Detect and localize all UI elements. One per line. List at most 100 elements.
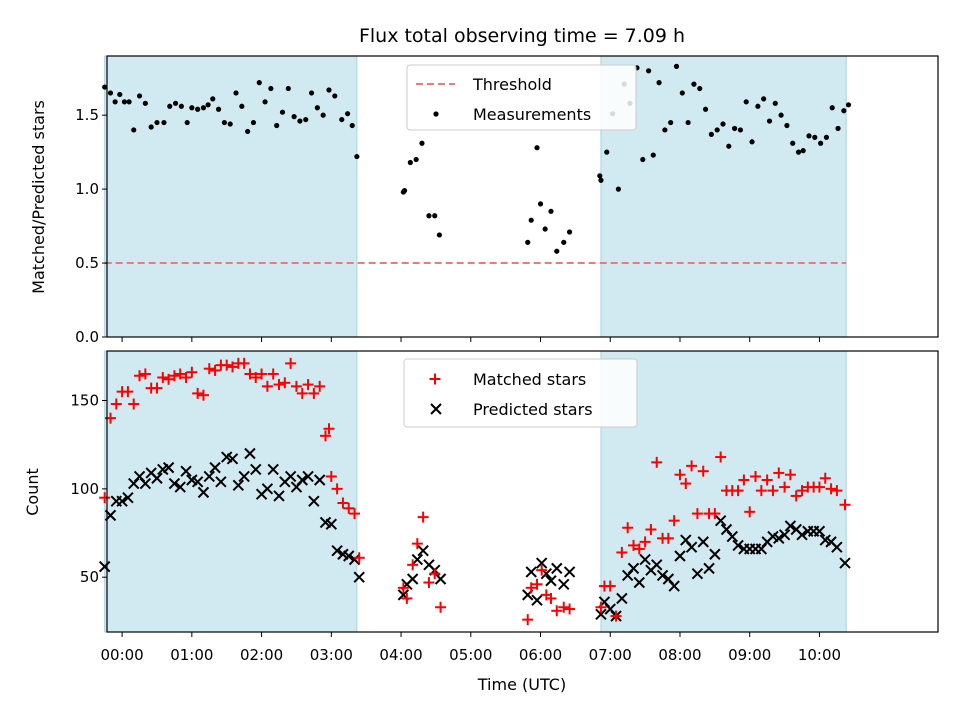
matched-star-marker bbox=[209, 364, 221, 376]
predicted-star-marker bbox=[813, 525, 826, 537]
matched-star-marker bbox=[668, 515, 680, 527]
measurement-point bbox=[262, 99, 268, 105]
measurement-point bbox=[537, 201, 544, 207]
matched-star-marker bbox=[732, 485, 744, 497]
top-panel: 0.0 0.5 1.0 1.5 Matched/Predicted stars Thr… bbox=[29, 55, 939, 346]
predicted-star-marker bbox=[209, 461, 221, 474]
measurement-point bbox=[766, 118, 773, 124]
marker-stroke bbox=[221, 451, 233, 463]
matched-star-marker bbox=[686, 460, 698, 472]
matched-star-marker bbox=[429, 568, 441, 580]
measurement-point bbox=[615, 186, 621, 192]
matched-star-marker bbox=[238, 357, 250, 369]
predicted-star-marker bbox=[697, 536, 709, 548]
measurement-point bbox=[790, 140, 796, 146]
y-tick-label: 1.5 bbox=[75, 106, 99, 124]
predicted-star-marker bbox=[831, 541, 843, 553]
predicted-star-marker bbox=[545, 575, 557, 587]
measurement-point bbox=[256, 80, 262, 86]
measurement-point bbox=[432, 213, 438, 219]
measurement-point bbox=[818, 140, 824, 146]
marker-stroke bbox=[651, 559, 663, 571]
threshold-legend-label: Threshold bbox=[472, 75, 552, 94]
x-tick-label: 02:00 bbox=[240, 646, 283, 664]
matched-star-marker bbox=[285, 357, 297, 369]
measurement-point bbox=[528, 217, 534, 223]
marker-stroke bbox=[308, 495, 320, 507]
marker-stroke bbox=[726, 530, 738, 543]
matched-star-marker bbox=[256, 368, 268, 380]
matched-star-marker bbox=[604, 580, 616, 592]
predicted-star-marker bbox=[430, 403, 442, 415]
matched-star-marker bbox=[325, 470, 337, 482]
matched-star-marker bbox=[279, 377, 291, 389]
measurement-point bbox=[320, 112, 326, 118]
predicted-star-marker bbox=[616, 592, 628, 605]
matched-star-marker bbox=[796, 485, 808, 497]
measurement-point bbox=[354, 153, 360, 160]
matched-star-marker bbox=[290, 380, 302, 392]
measurement-point bbox=[210, 96, 216, 102]
matched-legend-label: Matched stars bbox=[473, 370, 586, 389]
predicted-star-marker bbox=[732, 539, 744, 552]
marker-stroke bbox=[162, 461, 175, 474]
predicted-star-marker bbox=[139, 477, 152, 490]
measurement-point bbox=[419, 140, 425, 146]
predicted-star-marker bbox=[525, 566, 537, 578]
marker-stroke bbox=[773, 532, 785, 545]
predicted-star-marker bbox=[685, 541, 698, 553]
matched-star-marker bbox=[564, 603, 576, 615]
marker-stroke bbox=[595, 608, 607, 621]
matched-star-marker bbox=[551, 605, 563, 617]
matched-star-marker bbox=[174, 368, 186, 380]
marker-stroke bbox=[325, 518, 338, 530]
marker-stroke bbox=[714, 514, 727, 527]
matched-star-marker bbox=[197, 389, 209, 401]
measurement-point bbox=[107, 90, 114, 96]
predicted-star-marker bbox=[180, 465, 192, 477]
measurement-point bbox=[279, 109, 286, 115]
measurement-point bbox=[708, 131, 714, 137]
measurement-point bbox=[726, 143, 732, 149]
matched-star-marker bbox=[337, 497, 349, 509]
predicted-star-marker bbox=[406, 573, 419, 585]
marker-stroke bbox=[720, 523, 733, 536]
predicted-star-marker bbox=[535, 557, 548, 569]
matched-star-marker bbox=[192, 387, 204, 399]
marker-stroke bbox=[551, 562, 563, 575]
measurement-point bbox=[668, 119, 674, 126]
matched-star-marker bbox=[819, 472, 831, 484]
x-tick-label: 04:00 bbox=[379, 646, 422, 664]
predicted-star-marker bbox=[691, 567, 704, 580]
matched-star-marker bbox=[168, 370, 180, 382]
measurement-point bbox=[749, 139, 755, 145]
matched-star-marker bbox=[595, 601, 607, 613]
measurement-point bbox=[784, 122, 790, 129]
measurement-point bbox=[845, 102, 852, 108]
matched-star-marker bbox=[738, 474, 750, 486]
matched-star-marker bbox=[522, 614, 534, 626]
matched-star-marker bbox=[610, 610, 622, 622]
measurement-point bbox=[542, 226, 548, 232]
matched-star-marker bbox=[227, 361, 239, 373]
measurement-point bbox=[161, 119, 167, 126]
measurement-point bbox=[167, 103, 173, 109]
predicted-star-marker bbox=[353, 571, 365, 583]
measurement-point bbox=[800, 148, 806, 154]
matched-star-marker bbox=[761, 474, 773, 486]
marker-stroke bbox=[434, 573, 447, 585]
matched-star-marker bbox=[157, 372, 169, 384]
marker-stroke bbox=[319, 516, 332, 529]
matched-star-marker bbox=[203, 363, 215, 375]
predicted-star-marker bbox=[773, 532, 785, 545]
measurements-legend-label: Measurements bbox=[473, 105, 591, 124]
measurement-point bbox=[646, 68, 652, 74]
measurement-point bbox=[154, 119, 160, 126]
matched-star-marker bbox=[429, 373, 441, 385]
bottom-y-axis-label: Count bbox=[23, 468, 42, 516]
measurement-point bbox=[761, 96, 767, 102]
marker-stroke bbox=[331, 544, 343, 557]
measurement-point bbox=[772, 100, 778, 106]
marker-stroke bbox=[191, 476, 204, 488]
